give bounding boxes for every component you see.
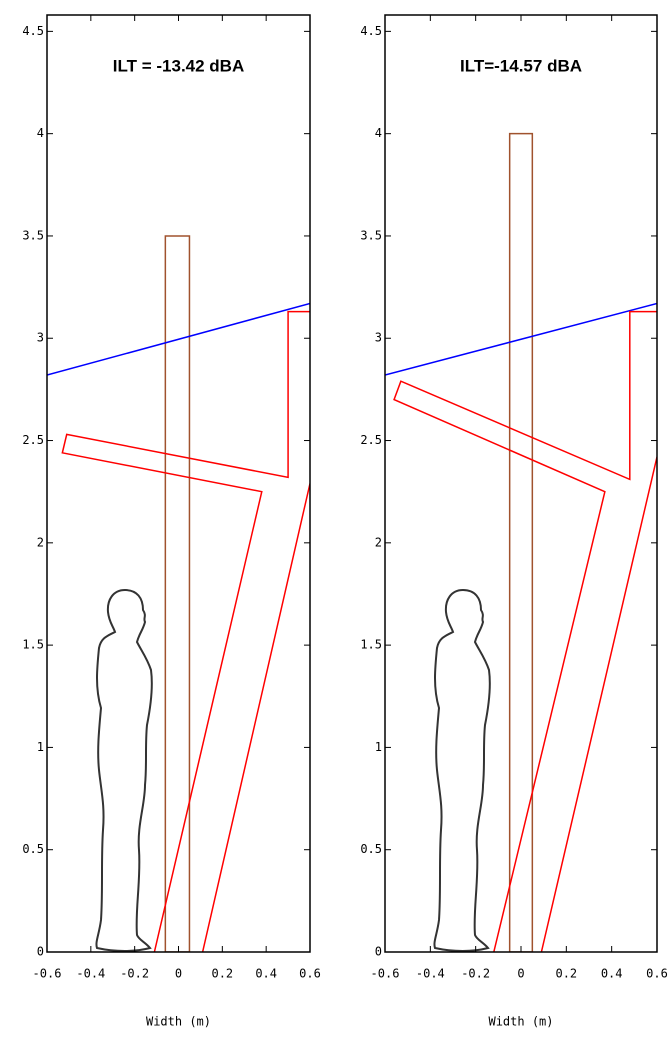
y-tick-label: 3 (37, 331, 44, 345)
x-tick-label: -0.6 (33, 967, 62, 981)
x-tick-label: 0.2 (555, 967, 577, 981)
x-tick-label: 0.6 (299, 967, 321, 981)
x-tick-label: -0.4 (76, 967, 105, 981)
silhouette (96, 590, 151, 951)
x-tick-label: 0 (175, 967, 182, 981)
y-tick-label: 4 (37, 126, 44, 140)
y-tick-label: 1 (37, 740, 44, 754)
y-tick-label: 3.5 (22, 228, 44, 242)
panel: -0.6 -0.4 -0.2 0 0.2 0.4 0.6 0 0.5 1 1.5 2 2.5 3 3.5 4 4… (22, 15, 321, 1029)
silhouette (434, 590, 489, 951)
shape-outline (165, 236, 189, 952)
shape-outline (394, 312, 657, 952)
x-axis-label: Width (m) (488, 1015, 553, 1029)
x-tick-label: -0.6 (371, 967, 400, 981)
panel: -0.6 -0.4 -0.2 0 0.2 0.4 0.6 0 0.5 1 1.5 2 2.5 3 3.5 4 4… (360, 15, 668, 1029)
y-tick-label: 0 (375, 945, 382, 959)
x-tick-label: 0.2 (211, 967, 233, 981)
x-tick-label: 0.4 (601, 967, 623, 981)
y-tick-label: 4.5 (22, 24, 44, 38)
y-tick-label: 0 (37, 945, 44, 959)
x-tick-label: -0.2 (461, 967, 490, 981)
y-tick-label: 2.5 (360, 433, 382, 447)
x-tick-label: -0.4 (416, 967, 445, 981)
shape-outline (47, 303, 310, 375)
shape-outline (385, 303, 657, 375)
y-tick-label: 2 (37, 535, 44, 549)
y-tick-label: 3.5 (360, 228, 382, 242)
chart: -0.6 -0.4 -0.2 0 0.2 0.4 0.6 0 0.5 1 1.5 2 2.5 3 3.5 4 4… (0, 0, 669, 1036)
y-tick-label: 4.5 (360, 24, 382, 38)
y-tick-label: 0.5 (22, 842, 44, 856)
y-tick-label: 1.5 (360, 638, 382, 652)
x-tick-label: -0.2 (120, 967, 149, 981)
y-tick-label: 2 (375, 535, 382, 549)
shape-outline (510, 134, 533, 952)
x-tick-label: 0.6 (646, 967, 668, 981)
plot-frame (385, 15, 657, 952)
y-tick-label: 3 (375, 331, 382, 345)
x-axis-label: Width (m) (146, 1015, 211, 1029)
x-tick-label: 0 (517, 967, 524, 981)
x-tick-label: 0.4 (255, 967, 277, 981)
y-tick-label: 1.5 (22, 638, 44, 652)
plot-frame (47, 15, 310, 952)
y-tick-label: 4 (375, 126, 382, 140)
chart-title: ILT = -13.42 dBA (113, 56, 244, 75)
y-tick-label: 2.5 (22, 433, 44, 447)
chart-title: ILT=-14.57 dBA (460, 56, 582, 75)
page: {"chart_data": [ {"type": "line", "title… (0, 0, 669, 1040)
shape-outline (62, 312, 310, 952)
y-tick-label: 1 (375, 740, 382, 754)
y-tick-label: 0.5 (360, 842, 382, 856)
